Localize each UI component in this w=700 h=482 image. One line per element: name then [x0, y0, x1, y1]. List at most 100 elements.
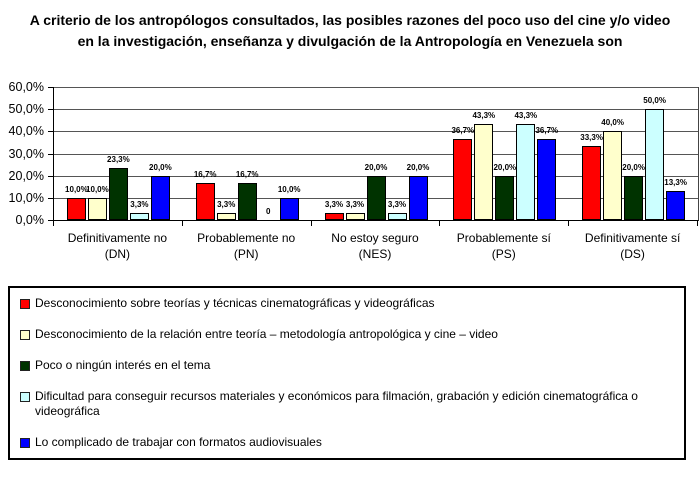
- bar: [216, 213, 236, 220]
- bar: [666, 191, 686, 220]
- legend-item: Lo complicado de trabajar con formatos a…: [16, 435, 678, 450]
- gridline: [54, 109, 698, 111]
- category-name: Probablemente no: [197, 231, 296, 245]
- legend-swatch: [20, 330, 30, 340]
- x-axis-tick: [439, 221, 441, 226]
- bar: [582, 146, 602, 220]
- bar: [408, 176, 428, 220]
- bar-value-label: 16,7%: [193, 170, 217, 179]
- bar: [66, 198, 86, 220]
- bar-value-label: 10,0%: [65, 185, 88, 194]
- bar: [516, 124, 536, 220]
- y-axis-tick-label: 0,0%: [15, 213, 45, 227]
- bar: [108, 168, 128, 220]
- bar: [87, 198, 107, 220]
- y-axis-tick-label: 20,0%: [8, 168, 44, 183]
- bar: [387, 213, 407, 220]
- bar-value-label: 3,3%: [345, 200, 365, 209]
- legend-box: Desconocimiento sobre teorías y técnicas…: [8, 286, 686, 460]
- x-axis-tick: [697, 221, 698, 226]
- y-axis-tick: [48, 175, 53, 177]
- bar: [345, 213, 365, 220]
- legend-label: Dificultad para conseguir recursos mater…: [35, 389, 638, 418]
- bar-value-label: 3,3%: [387, 200, 407, 209]
- bar: [150, 176, 170, 220]
- gridline: [54, 87, 698, 88]
- bar-value-label: 36,7%: [451, 126, 475, 135]
- bar: [324, 213, 344, 220]
- bar-value-label: 10,0%: [277, 185, 301, 194]
- y-axis-tick: [48, 153, 53, 155]
- legend-swatch: [20, 438, 30, 448]
- category-abbr: (DS): [620, 247, 645, 262]
- legend-item: Poco o ningún interés en el tema: [16, 358, 678, 373]
- bar-value-label: 20,0%: [493, 163, 517, 172]
- category-abbr: (NES): [358, 247, 392, 262]
- bar-value-label: 3,3%: [324, 200, 344, 209]
- y-axis-tick: [48, 197, 53, 199]
- bar: [237, 183, 257, 220]
- bar-value-label: 13,3%: [664, 178, 687, 187]
- y-axis-tick-label: 40,0%: [8, 124, 44, 139]
- bar-value-label: 16,7%: [235, 170, 259, 179]
- legend-label: Desconocimiento de la relación entre teo…: [35, 327, 498, 341]
- gridline: [54, 153, 698, 155]
- category-abbr: (DN): [104, 247, 131, 262]
- bar-value-label: 23,3%: [107, 155, 130, 164]
- category-label: Probablemente no (PN): [181, 230, 311, 262]
- y-axis-tick-label: 10,0%: [8, 190, 44, 205]
- bar: [474, 124, 494, 220]
- bar: [624, 176, 644, 220]
- bar-value-label: 33,3%: [580, 133, 603, 142]
- x-axis-tick: [53, 221, 54, 226]
- bar-value-label: 43,3%: [472, 111, 496, 120]
- bar-value-label: 20,0%: [406, 163, 430, 172]
- category-label: Definitivamente sí (DS): [568, 230, 698, 262]
- bar: [645, 109, 665, 220]
- bar-value-label: 20,0%: [622, 163, 645, 172]
- y-axis-tick-label: 60,0%: [8, 80, 44, 94]
- legend-label: Desconocimiento sobre teorías y técnicas…: [35, 296, 435, 310]
- bar-value-label: 40,0%: [601, 118, 624, 127]
- y-axis-tick-label: 50,0%: [8, 102, 44, 117]
- x-axis-tick: [568, 221, 570, 226]
- category-abbr: (PS): [491, 247, 516, 262]
- category-abbr: (PN): [233, 247, 259, 262]
- bar: [537, 139, 557, 220]
- plot-area: 10,0% 10,0% 23,3% 3,3% 20,0% 16,7% 3,3% 16,7% 0 1…: [53, 87, 699, 221]
- y-axis-tick-label: 30,0%: [8, 146, 44, 161]
- bar-value-label: 43,3%: [514, 111, 538, 120]
- x-axis-tick: [310, 221, 312, 226]
- bar-value-label: 36,7%: [535, 126, 559, 135]
- legend-swatch: [20, 392, 30, 402]
- bar-value-label: 3,3%: [130, 200, 149, 209]
- legend-item: Dificultad para conseguir recursos mater…: [16, 389, 678, 419]
- legend-item: Desconocimiento sobre teorías y técnicas…: [16, 296, 678, 311]
- bar-value-label: 50,0%: [643, 96, 666, 105]
- legend-swatch: [20, 361, 30, 371]
- legend-swatch: [20, 299, 30, 309]
- bar: [603, 131, 623, 220]
- category-name: No estoy seguro: [331, 231, 419, 245]
- y-axis-tick: [48, 131, 53, 133]
- bar: [453, 139, 473, 220]
- y-axis-tick: [48, 109, 53, 111]
- category-label: Definitivamente no (DN): [52, 230, 182, 262]
- y-axis-tick: [48, 87, 53, 88]
- bar-value-label: 20,0%: [149, 163, 172, 172]
- bar-value-label: 0: [265, 207, 271, 216]
- gridline: [54, 131, 698, 133]
- bar-value-label: 10,0%: [86, 185, 109, 194]
- bar-value-label: 20,0%: [364, 163, 388, 172]
- chart-title: A criterio de los antropólogos consultad…: [29, 12, 671, 49]
- bar-value-label: 3,3%: [217, 200, 236, 209]
- category-name: Definitivamente sí: [584, 231, 681, 245]
- category-name: Definitivamente no: [67, 231, 168, 245]
- legend-label: Poco o ningún interés en el tema: [35, 358, 211, 372]
- category-name: Probablemente sí: [456, 231, 551, 245]
- legend-item: Desconocimiento de la relación entre teo…: [16, 327, 678, 342]
- bar: [495, 176, 515, 220]
- y-axis-tick: [48, 220, 53, 221]
- category-label: Probablemente sí (PS): [439, 230, 569, 262]
